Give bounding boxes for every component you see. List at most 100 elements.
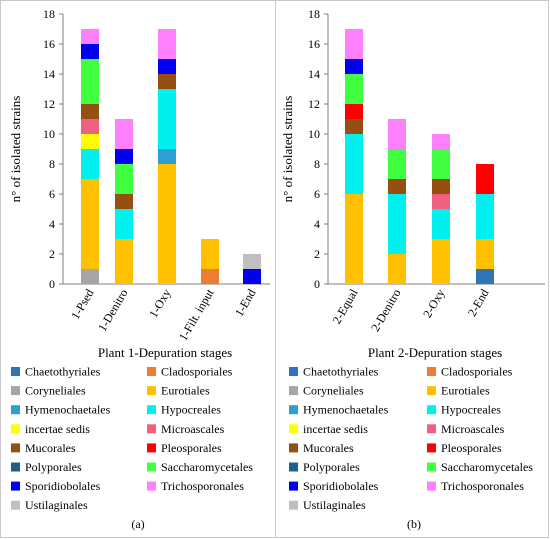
- legend-label-hymenochaetales: Hymenochaetales: [25, 403, 111, 417]
- legend-label-sporidiobolales: Sporidiobolales: [303, 479, 379, 493]
- bar-segment-1-psed-microascales: [81, 119, 99, 134]
- bar-segment-1-denitro-eurotiales: [115, 239, 133, 284]
- x-tick-label: 2-Denitro: [368, 287, 403, 334]
- bar-segment-2-equal-eurotiales: [345, 194, 363, 284]
- x-tick-label: 2-Equal: [329, 286, 360, 326]
- legend-swatch-polyporales: [289, 462, 298, 472]
- bar-segment-1-oxy-hymenochaetales: [158, 149, 176, 164]
- legend-swatch-ustilaginales: [11, 500, 20, 510]
- legend-swatch-ustilaginales: [289, 500, 298, 510]
- y-tick-label: 18: [308, 7, 320, 21]
- legend-label-incertae-sedis: incertae sedis: [303, 422, 368, 436]
- y-tick-label: 6: [49, 187, 55, 201]
- legend-swatch-eurotiales: [427, 386, 436, 396]
- bar-segment-1-oxy-mucorales: [158, 74, 176, 89]
- y-tick-label: 14: [43, 67, 55, 81]
- legend-swatch-chaetothyriales: [289, 367, 298, 376]
- legend-label-eurotiales: Eurotiales: [161, 384, 210, 398]
- legend-swatch-microascales: [147, 424, 156, 434]
- legend-swatch-polyporales: [11, 462, 20, 472]
- y-tick-label: 8: [49, 157, 55, 171]
- legend-label-cladosporiales: Cladosporiales: [161, 365, 233, 379]
- x-axis-label: Plant 1-Depuration stages: [98, 345, 232, 360]
- bar-segment-2-equal-mucorales: [345, 119, 363, 134]
- x-tick-label: 2-Oxy: [420, 287, 447, 321]
- bar-segment-2-equal-pleosporales: [345, 104, 363, 119]
- legend-label-microascales: Microascales: [161, 422, 225, 436]
- legend-swatch-coryneliales: [289, 386, 298, 396]
- legend-label-coryneliales: Coryneliales: [25, 384, 86, 398]
- legend-label-polyporales: Polyporales: [303, 460, 360, 474]
- bar-segment-2-oxy-mucorales: [432, 179, 450, 194]
- legend-label-incertae-sedis: incertae sedis: [25, 422, 90, 436]
- legend-swatch-pleosporales: [147, 443, 156, 453]
- legend-label-pleosporales: Pleosporales: [441, 441, 502, 455]
- legend-swatch-sporidiobolales: [11, 481, 20, 491]
- bar-segment-2-oxy-saccharomycetales: [432, 149, 450, 179]
- bar-segment-2-end-pleosporales: [476, 164, 494, 194]
- legend-swatch-incertae-sedis: [289, 424, 298, 434]
- y-tick-label: 12: [43, 97, 55, 111]
- legend-swatch-trichosporonales: [147, 481, 156, 491]
- bar-segment-1-psed-eurotiales: [81, 179, 99, 269]
- legend-label-hymenochaetales: Hymenochaetales: [303, 403, 389, 417]
- bar-segment-1-psed-coryneliales: [81, 269, 99, 284]
- bar-segment-1-end-sporidiobolales: [243, 269, 261, 284]
- bar-segment-2-denitro-trichosporonales: [388, 119, 406, 149]
- y-tick-label: 8: [314, 157, 320, 171]
- legend-label-ustilaginales: Ustilaginales: [25, 498, 88, 512]
- panel-label-a: (a): [131, 517, 145, 531]
- bar-segment-2-equal-saccharomycetales: [345, 74, 363, 104]
- bar-segment-1-oxy-eurotiales: [158, 164, 176, 284]
- y-tick-label: 18: [43, 7, 55, 21]
- bar-segment-1-psed-incertae-sedis: [81, 134, 99, 149]
- bar-segment-1-oxy-trichosporonales: [158, 29, 176, 59]
- bar-segment-1-psed-sporidiobolales: [81, 44, 99, 59]
- bar-segment-2-oxy-microascales: [432, 194, 450, 209]
- legend-swatch-eurotiales: [147, 386, 156, 396]
- legend-swatch-sporidiobolales: [289, 481, 298, 491]
- legend-swatch-mucorales: [289, 443, 298, 453]
- x-axis-label: Plant 2-Depuration stages: [368, 345, 502, 360]
- bar-segment-1-denitro-sporidiobolales: [115, 149, 133, 164]
- legend-label-hypocreales: Hypocreales: [161, 403, 221, 417]
- legend-label-ustilaginales: Ustilaginales: [303, 498, 366, 512]
- legend-label-pleosporales: Pleosporales: [161, 441, 222, 455]
- legend-swatch-hypocreales: [147, 405, 156, 415]
- legend-swatch-cladosporiales: [147, 367, 156, 376]
- x-tick-label: 2-End: [465, 287, 492, 319]
- y-axis-label: n° of isolated strains: [280, 96, 295, 203]
- panel-divider: [275, 0, 276, 538]
- legend-label-mucorales: Mucorales: [303, 441, 354, 455]
- bar-segment-1-filt-input-eurotiales: [201, 239, 219, 269]
- legend-swatch-cladosporiales: [427, 367, 436, 376]
- y-tick-label: 10: [43, 127, 55, 141]
- bar-segment-2-equal-trichosporonales: [345, 29, 363, 59]
- bar-segment-1-denitro-trichosporonales: [115, 119, 133, 149]
- y-tick-label: 4: [314, 217, 320, 231]
- bar-segment-1-end-ustilaginales: [243, 254, 261, 269]
- legend-swatch-hymenochaetales: [11, 405, 20, 415]
- bar-segment-2-oxy-trichosporonales: [432, 134, 450, 149]
- legend-swatch-saccharomycetales: [147, 462, 156, 472]
- legend-label-microascales: Microascales: [441, 422, 505, 436]
- bar-segment-2-denitro-hypocreales: [388, 194, 406, 254]
- bar-segment-1-psed-trichosporonales: [81, 29, 99, 44]
- bar-segment-1-filt-input-cladosporiales: [201, 269, 219, 284]
- y-tick-label: 14: [308, 67, 320, 81]
- legend-label-saccharomycetales: Saccharomycetales: [441, 460, 533, 474]
- bar-segment-1-oxy-sporidiobolales: [158, 59, 176, 74]
- legend-label-chaetothyriales: Chaetothyriales: [303, 365, 379, 379]
- legend-label-sporidiobolales: Sporidiobolales: [25, 479, 101, 493]
- y-axis-label: n° of isolated strains: [8, 96, 23, 203]
- legend-swatch-coryneliales: [11, 386, 20, 396]
- y-tick-label: 16: [43, 37, 55, 51]
- y-tick-label: 0: [314, 277, 320, 291]
- bar-segment-2-end-hypocreales: [476, 194, 494, 239]
- bar-segment-2-oxy-hypocreales: [432, 209, 450, 239]
- bar-segment-2-equal-hypocreales: [345, 134, 363, 194]
- bar-segment-1-psed-saccharomycetales: [81, 59, 99, 104]
- bar-segment-2-end-eurotiales: [476, 239, 494, 269]
